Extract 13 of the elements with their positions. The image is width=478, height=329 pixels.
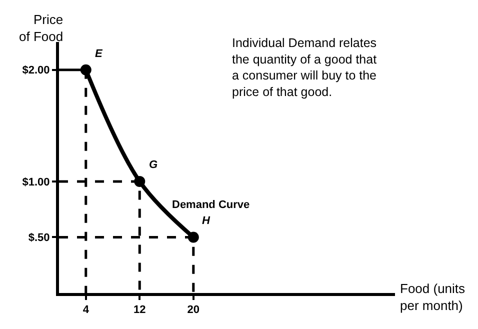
annotation: E [95,48,103,60]
y-tick-label: $.50 [28,232,50,244]
annotation: H [202,215,211,227]
y-axis-title: Price of Food [19,12,64,44]
y-tick-label: $2.00 [22,64,50,77]
y-tick-label: $1.00 [22,176,50,188]
x-tick-label: 4 [82,304,90,316]
x-tick-label: 20 [187,304,200,316]
annotation: Demand Curve [172,199,250,211]
annotation: Individual Demand relates the quantity of a good that a consumer will buy to the price of that good. [232,36,378,99]
x-tick-label: 12 [134,304,146,316]
x-axis-title: Food (units per month) [400,281,466,313]
annotation: G [149,159,158,171]
